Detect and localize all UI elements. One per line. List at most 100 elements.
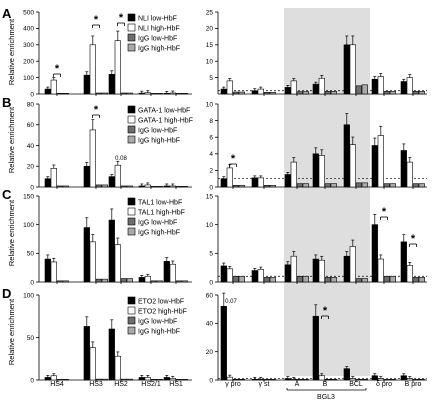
bar-left-2-series-2: [89, 241, 96, 283]
bar-right-5-series-3: [355, 278, 362, 283]
bar-right-3-series-2: [290, 255, 297, 283]
bar-right-6-series-1: [371, 78, 378, 95]
significance-marker: *: [92, 104, 100, 118]
category-label: γ pro: [225, 381, 241, 388]
bar-left-3-series-1: [108, 328, 115, 381]
bar-left-4-series-3: [150, 379, 157, 381]
bar-left-5-series-1: [163, 261, 170, 283]
bar-left-4-series-4: [156, 93, 163, 95]
y-tick-label: 150: [23, 193, 34, 200]
bar-right-2-series-4: [269, 379, 276, 381]
bar-right-2-series-1: [251, 90, 258, 95]
bar-right-7-series-3: [412, 277, 419, 283]
bar-right-3-series-1: [284, 264, 291, 283]
bar-right-6-series-2: [377, 378, 384, 381]
y-tick-label: 10: [206, 59, 214, 66]
y-axis-label-a: Relative enrichment: [7, 18, 16, 85]
bar-left-2-series-3: [95, 278, 102, 283]
category-label: HS1: [169, 381, 183, 388]
bar-left-1-series-2: [50, 168, 57, 188]
bar-right-1-series-1: [220, 265, 227, 283]
p-value-annotation: 0.08: [115, 156, 127, 162]
bar-right-2-series-1: [251, 270, 258, 283]
legend-label: IgG high-HbF: [138, 229, 180, 236]
y-tick-label: 100: [23, 75, 34, 82]
legend-swatch: [127, 135, 136, 144]
bar-left-4-series-2: [144, 92, 151, 95]
bar-right-1-series-4: [238, 275, 245, 283]
bar-right-3-series-4: [302, 275, 309, 283]
bar-right-1-series-4: [238, 185, 245, 188]
bar-right-3-series-2: [290, 378, 297, 381]
bar-right-2-series-4: [269, 92, 276, 95]
bar-right-6-series-3: [383, 275, 390, 283]
legend-label: IgG high-HbF: [138, 137, 180, 144]
bar-right-1-series-3: [232, 185, 239, 188]
y-tick-label: 50: [27, 335, 35, 342]
bar-right-3-series-3: [296, 183, 303, 188]
legend-label: NLI low-HbF: [138, 15, 177, 22]
bar-right-4-series-2: [318, 155, 325, 188]
y-tick-label: 5: [209, 75, 213, 82]
y-axis-label-c: Relative enrichment: [7, 199, 16, 266]
y-tick-label: 80: [27, 101, 35, 108]
y-tick-label: 40: [27, 143, 35, 150]
bar-left-5-series-1: [163, 377, 170, 381]
bar-left-2-series-2: [89, 44, 96, 95]
legend-swatch: [127, 13, 136, 22]
bar-left-5-series-3: [175, 379, 182, 381]
y-tick-label: 10: [206, 101, 214, 108]
bar-left-1-series-3: [56, 379, 63, 381]
legend-swatch: [127, 306, 136, 315]
y-tick-label: 4: [209, 151, 213, 158]
panel-letter-d: D: [2, 286, 11, 301]
bar-right-2-series-3: [263, 379, 270, 381]
bar-right-3-series-3: [296, 91, 303, 95]
y-tick-label: 200: [23, 59, 34, 66]
bar-left-5-series-4: [181, 186, 188, 188]
bar-left-4-series-4: [156, 186, 163, 188]
bar-right-4-series-2: [318, 259, 325, 283]
bar-right-7-series-4: [418, 379, 425, 381]
bar-right-5-series-4: [361, 182, 368, 188]
bar-left-2-series-2: [89, 129, 96, 188]
bar-right-2-series-2: [257, 177, 264, 188]
y-tick-label: 60: [27, 122, 35, 129]
bar-left-4-series-2: [144, 377, 151, 381]
bgl3-label: BGL3: [317, 394, 335, 401]
bar-right-5-series-2: [349, 246, 356, 283]
legend-swatch: [127, 227, 136, 236]
bar-right-7-series-1: [400, 81, 407, 95]
y-tick-label: 15: [206, 42, 214, 49]
y-tick-label: 0: [30, 184, 34, 191]
bar-left-4-series-4: [156, 379, 163, 381]
bar-right-5-series-3: [355, 379, 362, 381]
bar-left-5-series-3: [175, 280, 182, 283]
chart-panel-d: 0 50 100 0 20 40 60 ETO2 low-HbF ETO2 high-HbF Ig…: [23, 292, 427, 384]
bar-right-2-series-2: [257, 88, 264, 95]
y-tick-label: 0: [30, 91, 34, 98]
panel-letter-a: A: [2, 6, 12, 21]
significance-star: *: [94, 14, 99, 26]
bar-right-7-series-3: [412, 91, 419, 95]
bar-right-2-series-2: [257, 378, 264, 381]
legend-swatch: [127, 115, 136, 124]
bar-right-7-series-4: [418, 183, 425, 188]
significance-marker: *: [321, 305, 329, 319]
bar-right-1-series-1: [220, 88, 227, 95]
bar-right-4-series-1: [312, 153, 319, 188]
y-axis-label-d: Relative enrichment: [7, 298, 16, 365]
bar-left-3-series-4: [126, 278, 133, 283]
bar-left-2-series-1: [83, 326, 90, 381]
y-tick-label: 0: [30, 279, 34, 286]
bar-right-6-series-2: [377, 258, 384, 283]
bar-right-6-series-3: [383, 91, 390, 95]
bar-right-7-series-4: [418, 91, 425, 95]
bar-left-1-series-2: [50, 79, 57, 95]
bar-left-4-series-3: [150, 93, 157, 95]
bar-right-4-series-4: [330, 91, 337, 95]
bar-right-5-series-1: [343, 255, 350, 283]
bar-right-1-series-2: [226, 268, 233, 283]
y-tick-label: 50: [27, 251, 35, 258]
y-tick-label: 25: [206, 9, 214, 16]
